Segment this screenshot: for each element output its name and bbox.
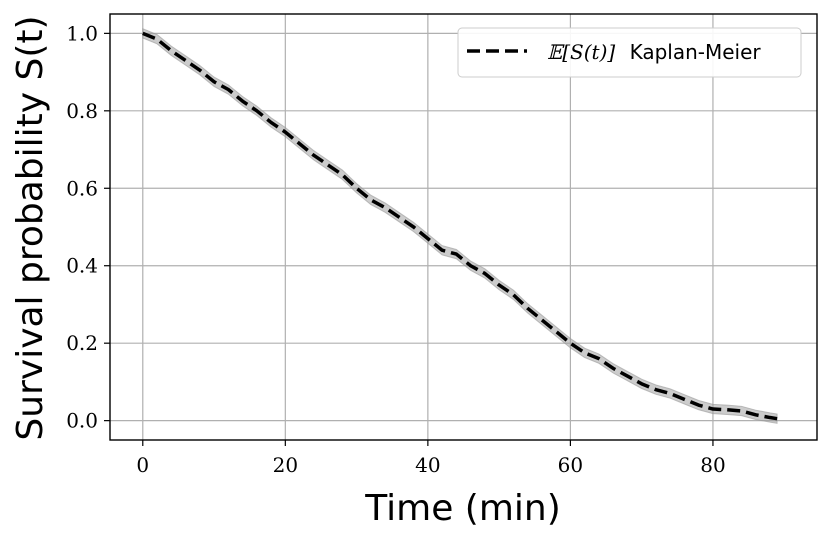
ticks: [104, 32, 714, 446]
legend-label-text: Kaplan-Meier: [630, 40, 762, 64]
y-tick-label: 0.2: [66, 331, 98, 355]
confidence-band-layer: [142, 27, 778, 424]
y-tick-label: 1.0: [66, 21, 98, 45]
y-tick-label: 0.0: [66, 409, 98, 433]
x-tick-label: 20: [273, 453, 298, 477]
legend: 𝔼[S(t)] Kaplan-Meier: [457, 27, 802, 78]
series-line: [142, 31, 778, 421]
legend-box: [457, 27, 802, 78]
y-axis-title: Survival probability S(t): [10, 15, 51, 440]
x-tick-label: 0: [136, 453, 149, 477]
y-tick-label: 0.4: [66, 254, 98, 278]
x-tick-label: 80: [700, 453, 725, 477]
y-tick-label: 0.6: [66, 176, 98, 200]
y-tick-label: 0.8: [66, 99, 98, 123]
x-axis-title: Time (min): [364, 488, 561, 529]
legend-label-math: 𝔼[S(t)]: [547, 40, 615, 64]
tick-labels: 0 20 40 60 80 0.0 0.2 0.4 0.6 0.8 1.0: [66, 21, 725, 477]
x-tick-label: 60: [558, 453, 583, 477]
plot-frame: [109, 13, 818, 441]
confidence-band: [142, 27, 778, 424]
x-tick-label: 40: [415, 453, 440, 477]
series-line-layer: [142, 31, 778, 421]
legend-label: 𝔼[S(t)] Kaplan-Meier: [547, 40, 761, 64]
